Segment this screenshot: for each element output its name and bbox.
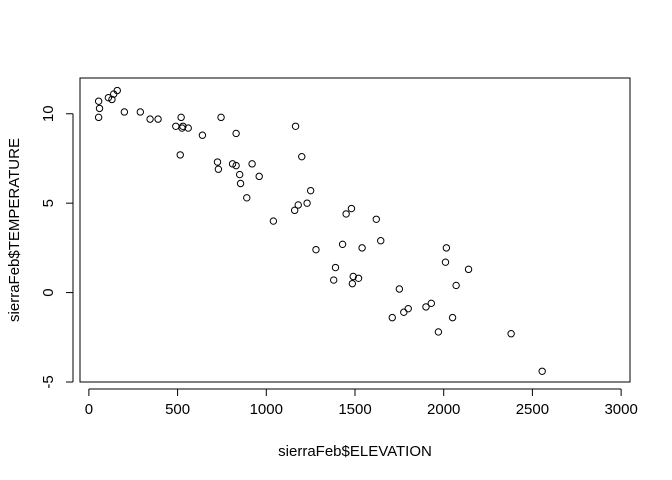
- data-point: [464, 265, 473, 274]
- data-point: [255, 172, 263, 181]
- y-tick-label: -5: [40, 375, 57, 388]
- data-point: [94, 97, 103, 105]
- x-tick-label: 0: [85, 401, 93, 418]
- y-tick-label: 0: [40, 288, 57, 296]
- data-point: [269, 217, 278, 225]
- data-point: [312, 245, 320, 254]
- data-point: [427, 299, 435, 308]
- x-tick-label: 1000: [250, 401, 283, 418]
- data-point: [349, 272, 357, 281]
- data-point: [388, 313, 396, 322]
- x-tick-label: 3000: [604, 401, 637, 418]
- x-tick-label: 2500: [516, 401, 549, 418]
- data-point: [358, 244, 366, 252]
- data-point: [395, 285, 404, 293]
- data-point: [354, 274, 363, 282]
- data-point: [198, 131, 207, 139]
- data-point: [452, 281, 460, 290]
- data-point: [154, 115, 162, 123]
- data-point: [136, 108, 145, 116]
- data-point: [176, 151, 184, 159]
- data-point: [507, 330, 515, 338]
- x-tick-label: 1500: [338, 401, 371, 418]
- data-point: [291, 122, 300, 130]
- data-point: [104, 93, 113, 102]
- data-point: [372, 215, 380, 223]
- data-point: [331, 263, 340, 272]
- data-point: [248, 160, 256, 168]
- data-point: [330, 276, 338, 284]
- data-points: [94, 86, 546, 375]
- data-point: [348, 279, 357, 288]
- x-tick-label: 2000: [427, 401, 460, 418]
- data-point: [303, 199, 311, 207]
- data-point: [290, 206, 299, 215]
- data-point: [235, 170, 244, 179]
- data-point: [184, 124, 192, 132]
- data-point: [448, 313, 457, 322]
- data-point: [177, 113, 185, 122]
- data-point: [179, 122, 187, 130]
- data-point: [342, 210, 350, 218]
- data-point: [347, 204, 356, 213]
- x-axis-title: sierraFeb$ELEVATION: [278, 443, 432, 460]
- data-point: [400, 308, 408, 316]
- y-tick-label: 10: [40, 105, 57, 122]
- data-point: [306, 186, 315, 195]
- x-axis: 0 500 1000 1500 2000 2500 3000: [85, 388, 638, 418]
- data-point: [377, 237, 385, 245]
- data-point: [442, 244, 451, 252]
- data-point: [236, 179, 245, 188]
- data-point: [538, 367, 546, 375]
- data-point: [172, 122, 180, 130]
- data-point: [434, 328, 443, 336]
- data-point: [146, 115, 154, 123]
- data-point: [228, 160, 237, 168]
- data-point: [243, 194, 251, 202]
- data-point: [298, 152, 306, 161]
- data-point: [217, 113, 225, 122]
- data-point: [232, 161, 240, 170]
- data-point: [108, 95, 116, 104]
- data-point: [404, 304, 412, 313]
- data-point: [213, 158, 222, 166]
- data-point: [95, 104, 104, 113]
- x-tick-label: 500: [165, 401, 190, 418]
- y-tick-label: 5: [40, 199, 57, 207]
- data-point: [232, 129, 240, 138]
- y-axis: -5 0 5 10: [40, 105, 74, 389]
- data-point: [441, 258, 450, 266]
- y-axis-title: sierraFeb$TEMPERATURE: [6, 138, 23, 322]
- data-point: [338, 240, 347, 249]
- plot-frame: [79, 77, 631, 383]
- data-point: [120, 108, 129, 116]
- data-point: [294, 201, 302, 209]
- data-point: [422, 303, 430, 311]
- data-point: [214, 165, 223, 173]
- data-point: [94, 113, 103, 122]
- data-point: [113, 86, 121, 95]
